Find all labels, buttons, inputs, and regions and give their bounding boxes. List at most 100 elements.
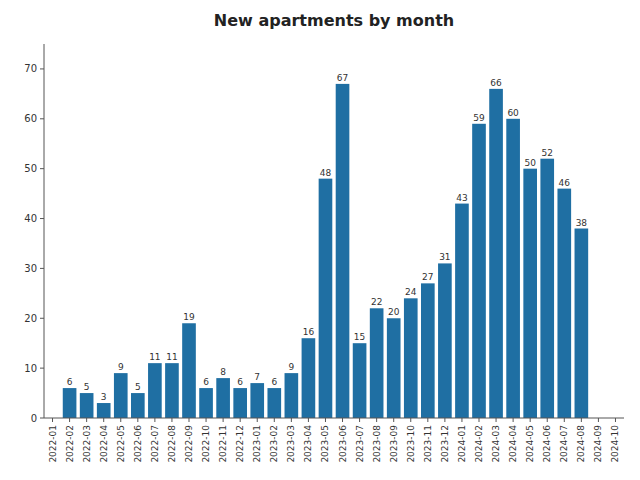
data-label: 5 (84, 382, 90, 392)
data-label: 46 (559, 178, 571, 188)
data-label: 6 (203, 377, 209, 387)
bar (97, 403, 111, 418)
x-tick-label: 2023-11 (423, 425, 433, 463)
y-tick-label: 30 (24, 263, 37, 274)
y-tick (40, 368, 44, 369)
bar (80, 393, 94, 418)
x-tick-label: 2023-10 (406, 425, 416, 463)
x-tick (342, 418, 343, 422)
bar (250, 383, 264, 418)
x-tick (325, 418, 326, 422)
bar (285, 373, 299, 418)
bar (540, 159, 554, 418)
x-tick-label: 2022-04 (99, 425, 109, 463)
data-label: 15 (354, 332, 365, 342)
x-tick-label: 2023-08 (372, 425, 382, 463)
y-tick-label: 0 (31, 413, 37, 424)
x-tick (171, 418, 172, 422)
x-tick-label: 2023-01 (252, 425, 262, 463)
x-tick (103, 418, 104, 422)
x-tick (530, 418, 531, 422)
chart-title: New apartments by month (214, 11, 454, 30)
x-tick-label: 2024-04 (508, 425, 518, 463)
x-tick (598, 418, 599, 422)
bar (302, 338, 316, 418)
x-tick (564, 418, 565, 422)
x-tick-label: 2024-05 (525, 425, 535, 463)
x-tick-label: 2023-05 (320, 425, 330, 463)
y-tick-label: 70 (24, 63, 37, 74)
bar (199, 388, 213, 418)
data-label: 16 (303, 327, 315, 337)
x-tick-label: 2022-11 (218, 425, 228, 463)
data-label: 6 (67, 377, 73, 387)
x-tick (615, 418, 616, 422)
bar (267, 388, 281, 418)
x-tick-label: 2024-10 (610, 425, 620, 463)
bar (336, 84, 350, 418)
data-label: 3 (101, 392, 107, 402)
bar (165, 363, 179, 418)
bar (438, 263, 452, 418)
data-labels: 6539511111968676916486715222024273143596… (67, 73, 588, 402)
y-tick (40, 268, 44, 269)
x-tick-label: 2022-09 (184, 425, 194, 463)
bar (63, 388, 77, 418)
x-tick (444, 418, 445, 422)
data-label: 48 (320, 168, 332, 178)
data-label: 31 (439, 252, 450, 262)
x-tick-label: 2022-03 (82, 425, 92, 463)
y-axis-line (44, 44, 45, 418)
x-tick-label: 2023-06 (338, 425, 348, 463)
bar (131, 393, 145, 418)
x-tick (496, 418, 497, 422)
data-label: 6 (237, 377, 243, 387)
bar (182, 323, 196, 418)
x-tick (359, 418, 360, 422)
x-tick-label: 2022-05 (116, 425, 126, 463)
x-tick-label: 2022-07 (150, 425, 160, 463)
data-label: 59 (473, 113, 485, 123)
bar (472, 124, 486, 418)
y-tick-label: 60 (24, 113, 37, 124)
data-label: 60 (507, 108, 519, 118)
data-label: 24 (405, 287, 417, 297)
x-tick-label: 2022-10 (201, 425, 211, 463)
x-tick (376, 418, 377, 422)
y-tick-label: 10 (24, 363, 37, 374)
x-tick-label: 2023-03 (286, 425, 296, 463)
bar (404, 298, 418, 418)
data-label: 22 (371, 297, 382, 307)
x-tick (427, 418, 428, 422)
bars (63, 84, 588, 418)
x-tick-label: 2024-08 (576, 425, 586, 463)
data-label: 5 (135, 382, 141, 392)
y-tick (40, 318, 44, 319)
data-label: 20 (388, 307, 400, 317)
x-tick-label: 2023-02 (269, 425, 279, 463)
bar (489, 89, 503, 418)
y-tick (40, 118, 44, 119)
x-tick (547, 418, 548, 422)
x-tick (274, 418, 275, 422)
x-axis-line (44, 418, 624, 419)
x-tick-label: 2024-02 (474, 425, 484, 463)
x-tick-label: 2023-04 (303, 425, 313, 463)
data-label: 67 (337, 73, 348, 83)
data-label: 66 (490, 78, 502, 88)
x-tick-label: 2023-12 (440, 425, 450, 463)
x-tick (69, 418, 70, 422)
data-label: 52 (542, 148, 553, 158)
x-tick-label: 2024-09 (593, 425, 603, 463)
x-tick (189, 418, 190, 422)
bar (114, 373, 128, 418)
x-tick (240, 418, 241, 422)
x-tick-label: 2024-03 (491, 425, 501, 463)
x-tick (393, 418, 394, 422)
bar (557, 189, 571, 418)
x-tick-label: 2023-07 (355, 425, 365, 463)
x-tick-label: 2022-01 (48, 425, 58, 463)
bar (523, 169, 537, 418)
x-tick-label: 2024-06 (542, 425, 552, 463)
data-label: 9 (118, 362, 124, 372)
